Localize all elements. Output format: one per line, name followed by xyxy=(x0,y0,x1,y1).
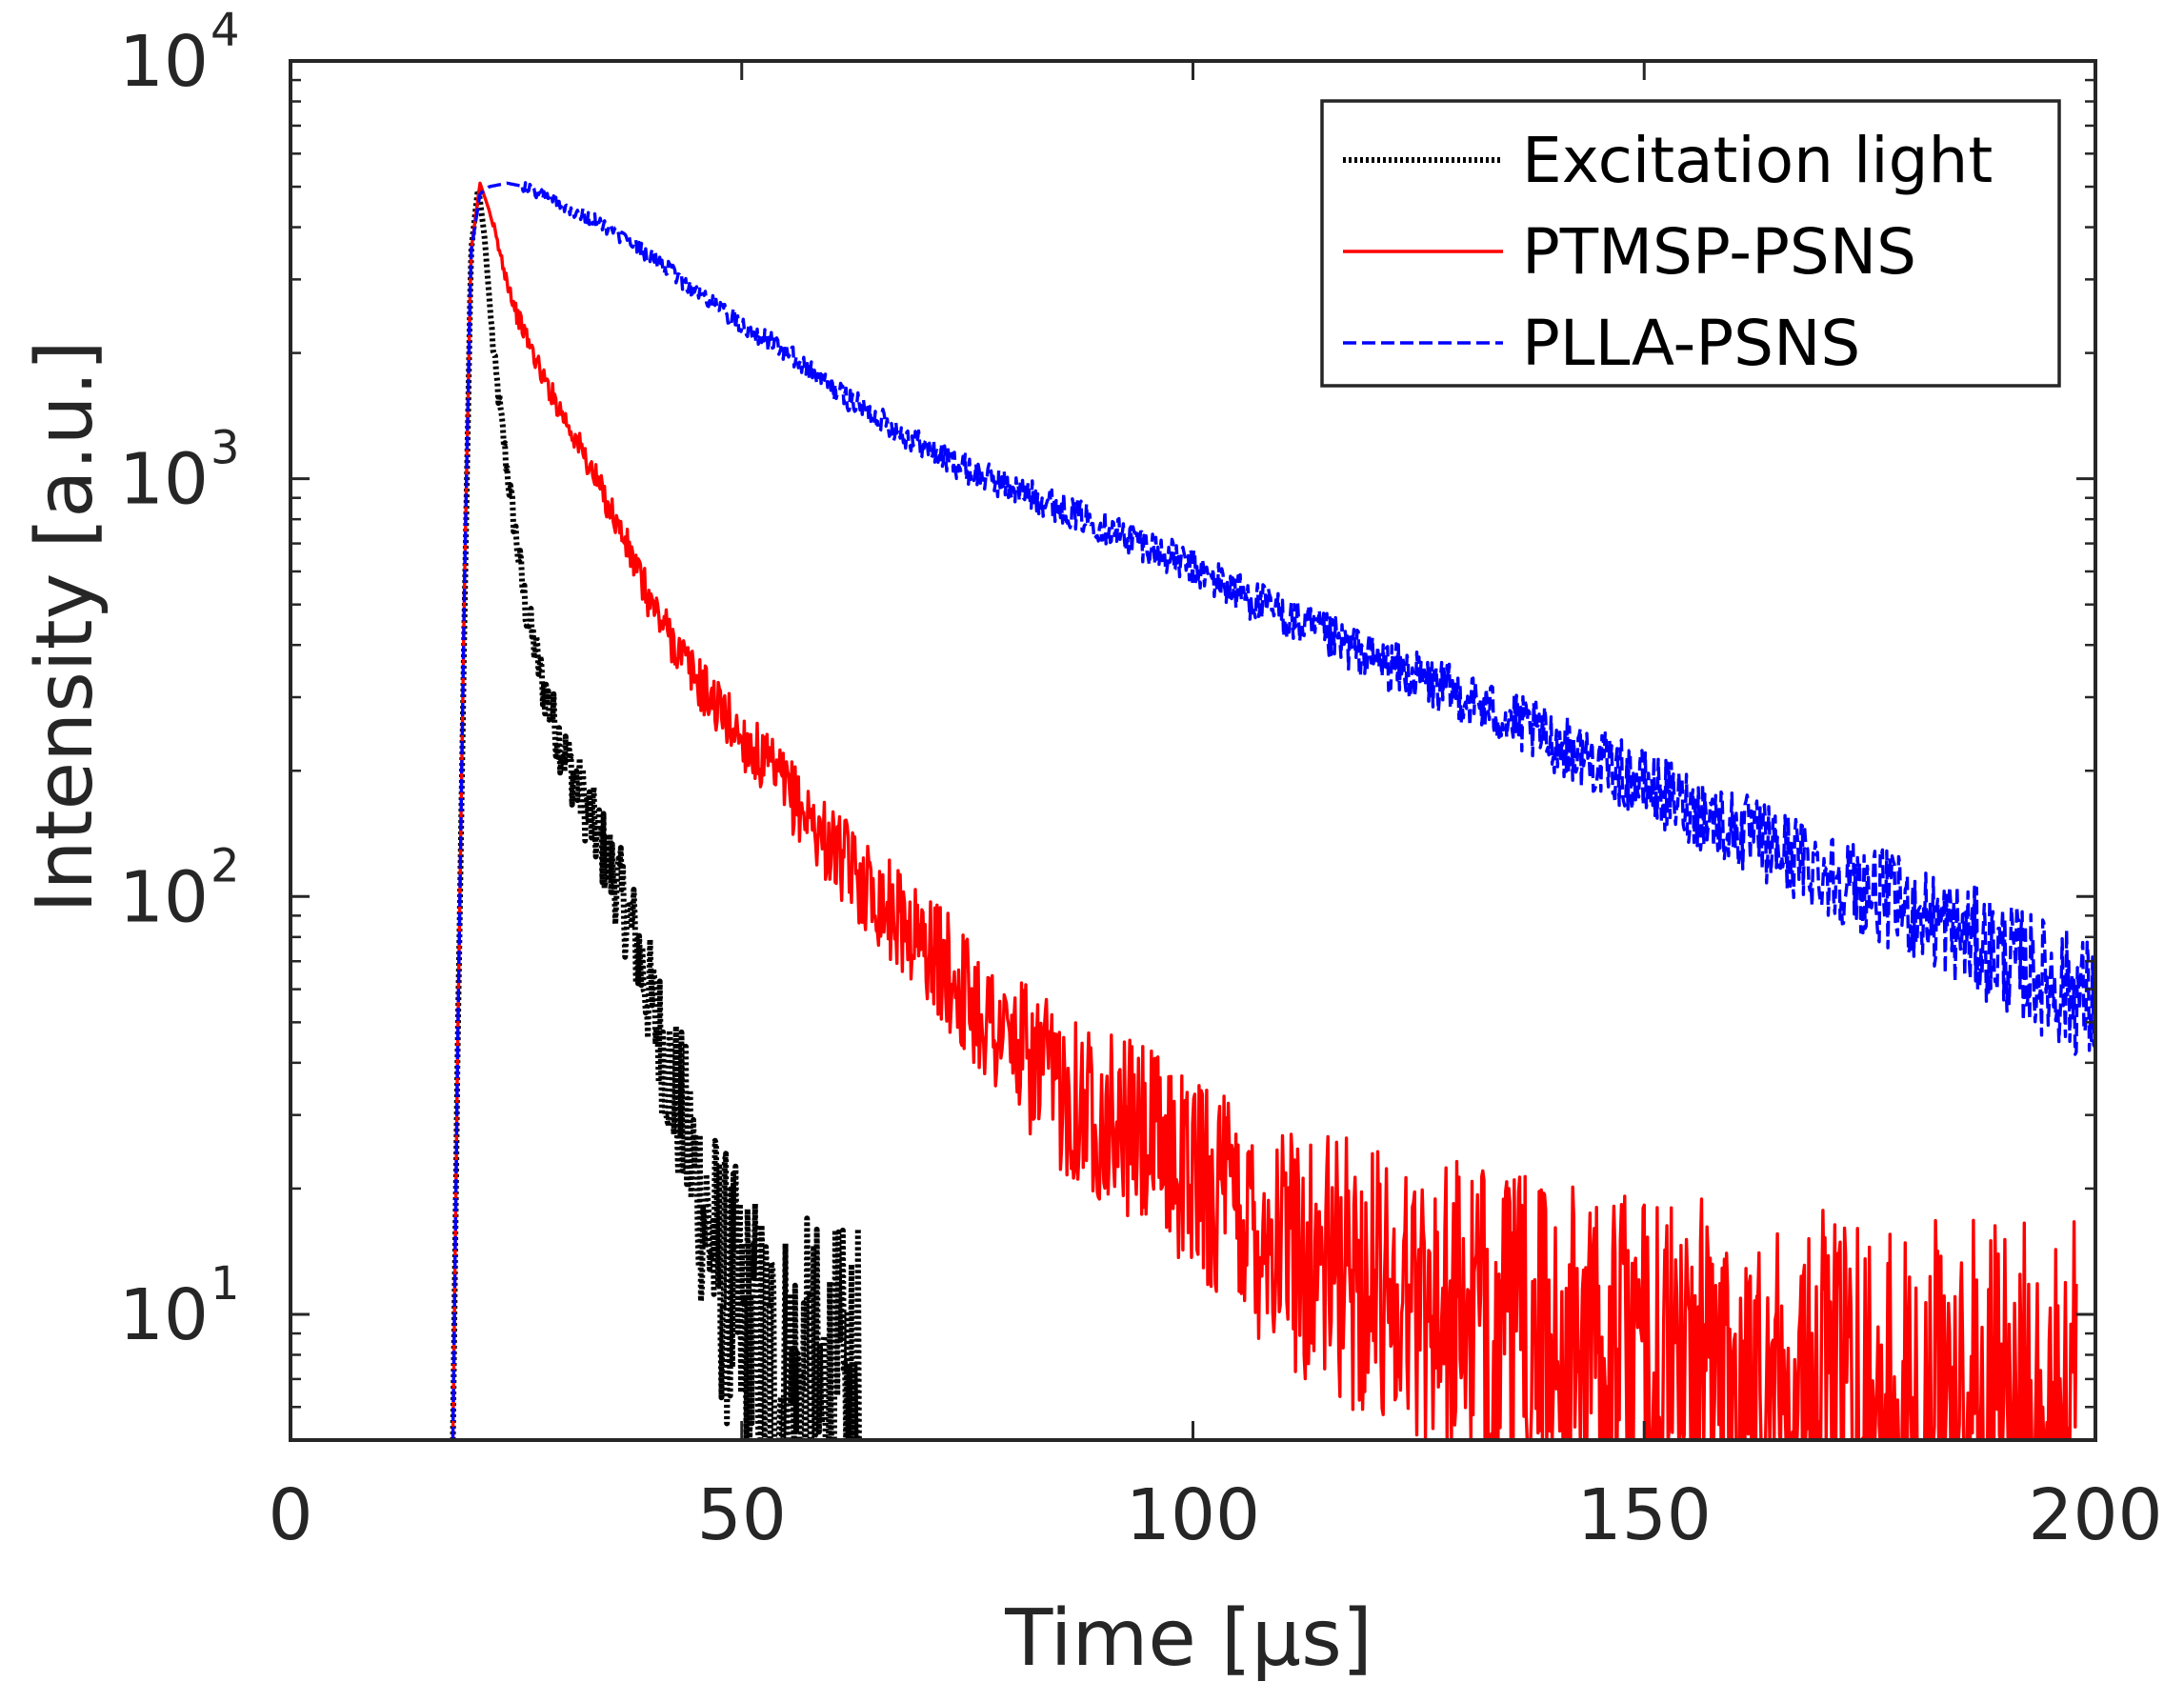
y-tick-exponent: 2 xyxy=(210,839,240,892)
legend-label: PLLA-PSNS xyxy=(1522,307,1860,380)
y-tick-label: 10 xyxy=(119,1274,209,1356)
x-axis-label: Time [μs] xyxy=(1004,1593,1373,1684)
y-tick-exponent: 3 xyxy=(210,422,240,475)
x-tick-label: 0 xyxy=(268,1474,312,1556)
plot-lines xyxy=(450,181,2095,1440)
y-tick-label: 10 xyxy=(119,439,209,521)
series-line-ptmsp-psns xyxy=(451,181,2078,1440)
y-tick-label: 10 xyxy=(119,21,209,103)
x-tick-label: 100 xyxy=(1126,1474,1260,1556)
series-line-excitation-light xyxy=(450,187,862,1440)
y-tick-exponent: 1 xyxy=(210,1257,240,1311)
y-axis-label: Intensity [a.u.] xyxy=(20,340,110,912)
legend-box xyxy=(1320,99,2061,388)
x-tick-label: 150 xyxy=(1577,1474,1712,1556)
tick-marks xyxy=(289,59,2097,1442)
y-tick-label: 10 xyxy=(119,856,209,938)
legend-label: PTMSP-PSNS xyxy=(1522,215,1916,289)
y-tick-exponent: 4 xyxy=(210,4,240,57)
legend-label: Excitation light xyxy=(1522,124,1993,197)
series-line-plla-psns xyxy=(451,181,2095,1440)
x-tick-label: 50 xyxy=(697,1474,787,1556)
x-tick-label: 200 xyxy=(2028,1474,2162,1556)
legend: Excitation light PTMSP-PSNS PLLA-PSNS xyxy=(1320,99,2061,388)
